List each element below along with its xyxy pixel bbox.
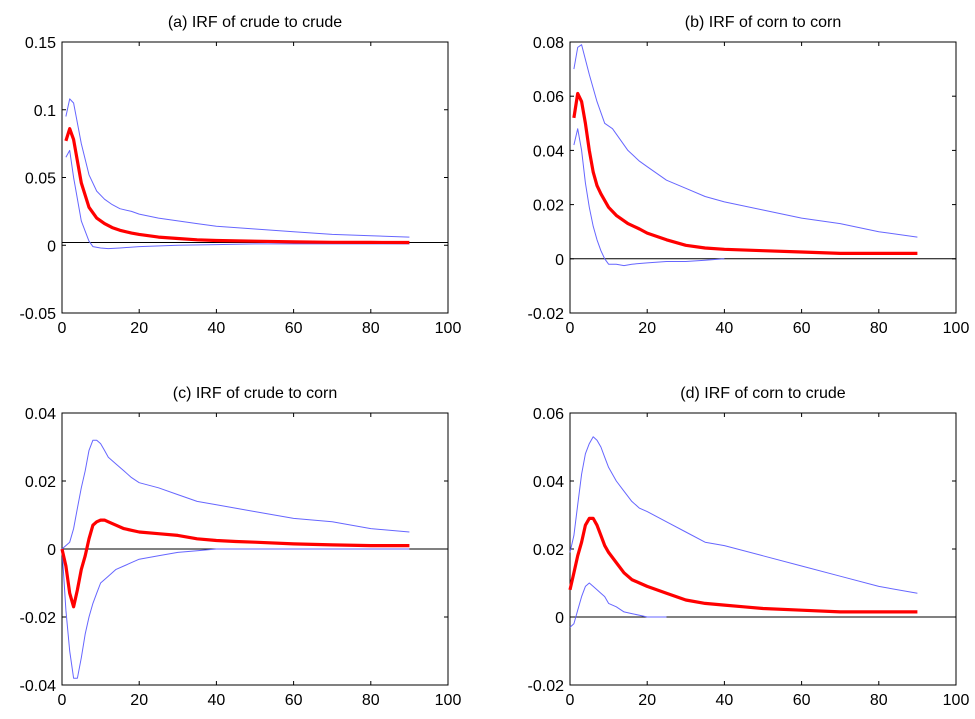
x-tick-label: 80 — [870, 692, 888, 709]
x-tick-label: 20 — [638, 692, 656, 709]
confidence-band-lower — [569, 582, 667, 628]
panel-title: (d) IRF of corn to crude — [680, 385, 845, 402]
irf-line — [64, 127, 410, 245]
x-tick-label: 0 — [566, 320, 575, 337]
x-tick-label: 100 — [435, 320, 462, 337]
x-tick-label: 80 — [362, 320, 380, 337]
x-tick-label: 100 — [943, 320, 970, 337]
x-tick-label: 0 — [58, 320, 67, 337]
irf-line — [572, 91, 918, 255]
x-tick-label: 100 — [435, 692, 462, 709]
x-tick-label: 80 — [362, 692, 380, 709]
confidence-band-lower — [573, 128, 725, 267]
chart-panel: (c) IRF of crude to corn 0 20 40 60 80 100 -0.0… — [20, 385, 462, 709]
panel-title: (b) IRF of corn to corn — [685, 14, 842, 31]
x-tick-label: 60 — [793, 692, 811, 709]
panel-title: (a) IRF of crude to crude — [168, 14, 342, 31]
x-tick-label: 0 — [566, 692, 575, 709]
x-tick-label: 40 — [716, 320, 734, 337]
x-tick-label: 20 — [130, 692, 148, 709]
y-tick-label: 0.05 — [25, 171, 56, 188]
x-tick-label: 100 — [943, 692, 970, 709]
y-tick-label: 0 — [47, 238, 56, 255]
confidence-band-lower — [61, 548, 410, 679]
y-tick-label: 0 — [555, 610, 564, 627]
y-tick-label: 0.02 — [533, 542, 564, 559]
x-tick-label: 40 — [716, 692, 734, 709]
x-tick-label: 40 — [208, 692, 226, 709]
chart-panel: (d) IRF of corn to crude 0 20 40 60 80 100 -0.0… — [528, 385, 970, 709]
panel-title: (c) IRF of crude to corn — [173, 385, 338, 402]
x-tick-label: 20 — [638, 320, 656, 337]
y-tick-label: 0.02 — [25, 474, 56, 491]
chart-panel: (a) IRF of crude to crude 0 20 40 60 80 100 -0.… — [20, 14, 462, 337]
y-tick-label: 0 — [47, 542, 56, 559]
x-tick-label: 80 — [870, 320, 888, 337]
x-tick-label: 60 — [285, 320, 303, 337]
confidence-band-upper — [65, 98, 410, 238]
y-tick-label: 0.02 — [533, 198, 564, 215]
plot-area — [569, 41, 957, 314]
y-tick-label: 0.06 — [533, 406, 564, 423]
x-tick-label: 60 — [793, 320, 811, 337]
y-tick-label: 0.04 — [533, 474, 564, 491]
y-tick-label: 0.08 — [533, 35, 564, 52]
y-tick-label: 0.15 — [25, 35, 56, 52]
confidence-band-upper — [61, 439, 410, 550]
irf-line — [568, 516, 918, 614]
y-tick-label: -0.02 — [528, 306, 565, 323]
y-tick-label: -0.05 — [20, 306, 57, 323]
x-tick-label: 40 — [208, 320, 226, 337]
y-tick-label: -0.04 — [20, 678, 57, 695]
plot-area — [569, 412, 957, 686]
y-tick-label: 0.04 — [533, 143, 564, 160]
confidence-band-lower — [65, 149, 410, 250]
x-tick-label: 0 — [58, 692, 67, 709]
confidence-band-upper — [569, 436, 918, 594]
x-tick-label: 60 — [285, 692, 303, 709]
y-tick-label: 0.04 — [25, 406, 56, 423]
y-tick-label: 0 — [555, 252, 564, 269]
y-tick-label: 0.1 — [34, 103, 56, 120]
plot-area — [61, 41, 449, 314]
x-tick-label: 20 — [130, 320, 148, 337]
chart-panel: (b) IRF of corn to corn 0 20 40 60 80 100 -0.02… — [528, 14, 970, 337]
irf-line — [60, 518, 410, 609]
y-tick-label: -0.02 — [20, 610, 57, 627]
confidence-band-upper — [573, 44, 918, 238]
y-tick-label: 0.06 — [533, 89, 564, 106]
y-tick-label: -0.02 — [528, 678, 565, 695]
